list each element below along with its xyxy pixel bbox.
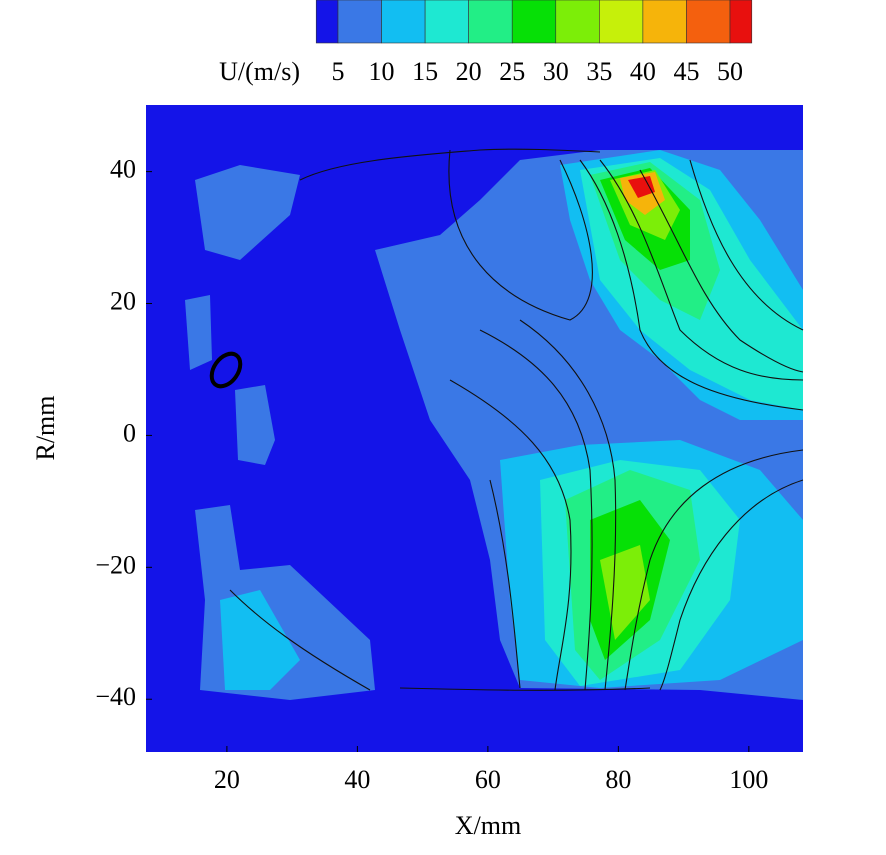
colorbar-tick-label: 50 <box>717 57 743 86</box>
colorbar-box <box>729 0 753 44</box>
streamline <box>449 379 572 691</box>
y-tick-label: 40 <box>110 155 136 184</box>
colorbar-tick-label: 35 <box>586 57 612 86</box>
x-axis-label: X/mm <box>455 811 521 840</box>
streamline <box>639 169 804 373</box>
streamline <box>624 449 804 691</box>
streamline <box>579 159 804 411</box>
colorbar-box <box>381 0 426 44</box>
colorbar-box <box>642 0 687 44</box>
colorbar-label: U/(m/s) <box>219 57 300 86</box>
x-tick-label: 20 <box>214 765 240 794</box>
streamline <box>599 159 804 381</box>
colorbar-tick-label: 15 <box>412 57 438 86</box>
y-tick-label: 0 <box>123 418 136 447</box>
streamline <box>689 159 804 331</box>
contour-region <box>235 385 275 465</box>
colorbar-box <box>315 0 339 44</box>
x-tick-label: 80 <box>605 765 631 794</box>
streamline <box>479 329 593 691</box>
colorbar-tick-label: 10 <box>369 57 395 86</box>
colorbar-box <box>686 0 731 44</box>
contour-region <box>185 295 212 370</box>
contour-field <box>146 105 803 752</box>
colorbar-box <box>599 0 644 44</box>
contour-region <box>600 545 650 640</box>
contour-region <box>195 165 300 260</box>
streamline <box>489 479 521 689</box>
x-tick-label: 60 <box>475 765 501 794</box>
colorbar-box <box>555 0 600 44</box>
streamline <box>229 589 371 691</box>
y-axis-label: R/mm <box>31 395 60 460</box>
colorbar-tick-label: 40 <box>630 57 656 86</box>
colorbar-box <box>468 0 513 44</box>
contour-region <box>220 590 300 690</box>
contour-region <box>628 176 655 198</box>
streamline <box>299 148 601 181</box>
x-tick-label: 40 <box>344 765 370 794</box>
y-tick-label: −40 <box>95 682 136 711</box>
y-tick-label: −20 <box>95 550 136 579</box>
colorbar-box <box>511 0 557 44</box>
colorbar-tick-label: 20 <box>456 57 482 86</box>
streamline <box>399 687 651 691</box>
streamline <box>448 149 593 321</box>
colorbar-box <box>337 0 382 44</box>
streamlines <box>209 148 804 691</box>
vortex-core <box>209 351 243 389</box>
y-tick-label: 20 <box>110 286 136 315</box>
colorbar-tick-label: 25 <box>499 57 525 86</box>
x-tick-label: 100 <box>729 765 768 794</box>
colorbar-tick-label: 5 <box>332 57 345 86</box>
colorbar-tick-label: 30 <box>543 57 569 86</box>
streamline <box>659 479 804 691</box>
streamline <box>519 319 617 691</box>
colorbar-tick-label: 45 <box>673 57 699 86</box>
colorbar-box <box>424 0 469 44</box>
